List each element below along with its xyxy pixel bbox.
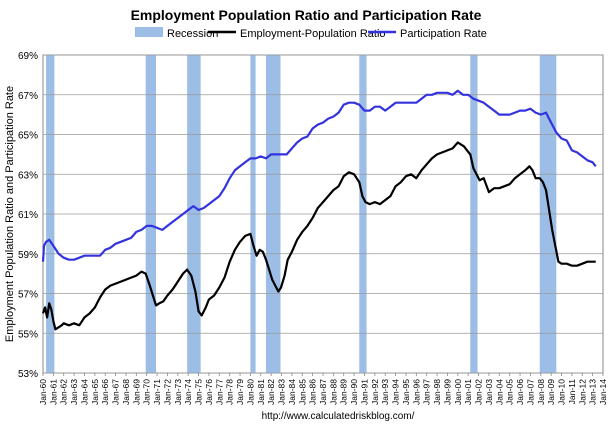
legend-recession-label: Recession [167,28,218,40]
x-tick-label: Jan-06 [515,379,525,405]
y-tick-label: 53% [18,369,38,380]
x-tick-label: Jan-94 [391,379,401,405]
x-tick-label: Jan-10 [557,379,567,405]
x-tick-label: Jan-83 [277,379,287,405]
x-tick-label: Jan-66 [100,379,110,405]
x-tick-label: Jan-78 [225,379,235,405]
x-tick-label: Jan-60 [38,379,48,405]
x-tick-label: Jan-12 [577,379,587,405]
y-tick-label: 69% [18,51,38,62]
legend-participation-label: Participation Rate [400,28,487,40]
x-tick-label: Jan-09 [546,379,556,405]
x-tick-label: Jan-81 [256,379,266,405]
x-tick-label: Jan-04 [494,379,504,405]
y-tick-label: 61% [18,210,38,221]
x-tick-label: Jan-05 [505,379,515,405]
x-tick-label: Jan-87 [318,379,328,405]
y-tick-label: 67% [18,91,38,102]
x-tick-label: Jan-90 [349,379,359,405]
x-tick-label: Jan-11 [567,379,577,405]
y-tick-label: 57% [18,290,38,301]
y-tick-labels: 53% 55% 57% 59% 61% 63% 65% 67% 69% [18,51,38,380]
x-tick-label: Jan-75 [194,379,204,405]
x-tick-label: Jan-64 [79,379,89,405]
y-tick-label: 63% [18,170,38,181]
x-tick-label: Jan-74 [183,379,193,405]
x-tick-label: Jan-82 [266,379,276,405]
x-tick-label: Jan-01 [463,379,473,405]
x-tick-label: Jan-91 [359,379,369,405]
x-tick-label: Jan-71 [152,379,162,405]
x-tick-label: Jan-93 [380,379,390,405]
series-lines [41,89,597,331]
x-tick-label: Jan-08 [536,379,546,405]
x-tick-label: Jan-84 [287,379,297,405]
x-tick-label: Jan-80 [245,379,255,405]
source-url: http://www.calculatedriskblog.com/ [262,411,415,422]
legend-epop-label: Employment-Population Ratio [240,28,386,40]
y-tick-label: 65% [18,131,38,142]
x-tick-label: Jan-69 [131,379,141,405]
x-tick-label: Jan-72 [162,379,172,405]
x-tick-label: Jan-61 [48,379,58,405]
x-tick-label: Jan-95 [401,379,411,405]
x-tick-label: Jan-99 [442,379,452,405]
x-tick-label: Jan-63 [69,379,79,405]
x-tick-label: Jan-73 [173,379,183,405]
x-tick-label: Jan-89 [339,379,349,405]
x-tick-label: Jan-77 [214,379,224,405]
x-tick-label: Jan-67 [111,379,121,405]
series-participation-rate [41,89,597,262]
chart-title: Employment Population Ratio and Particip… [131,7,482,23]
x-tick-label: Jan-62 [59,379,69,405]
x-tick-label: Jan-68 [121,379,131,405]
x-tick-label: Jan-70 [142,379,152,405]
x-tick-label: Jan-98 [432,379,442,405]
x-tick-label: Jan-79 [235,379,245,405]
x-tick-label: Jan-96 [411,379,421,405]
x-tick-label: Jan-86 [308,379,318,405]
x-tick-label: Jan-85 [297,379,307,405]
x-tick-label: Jan-07 [525,379,535,405]
y-tick-label: 59% [18,250,38,261]
x-tick-label: Jan-00 [453,379,463,405]
legend-recession-swatch [135,27,163,37]
x-tick-label: Jan-65 [90,379,100,405]
x-tick-label: Jan-92 [370,379,380,405]
series-employment-population-ratio [41,141,596,331]
x-tick-label: Jan-14 [598,379,608,405]
x-tick-label: Jan-02 [474,379,484,405]
x-tick-label: Jan-13 [588,379,598,405]
x-tick-label: Jan-88 [328,379,338,405]
x-tick-label: Jan-03 [484,379,494,405]
x-tick-label: Jan-97 [422,379,432,405]
x-tick-labels: Jan-60 Jan-61 Jan-62 Jan-63 Jan-64 Jan-65 Jan-… [38,373,608,405]
x-tick-label: Jan-76 [204,379,214,405]
y-tick-label: 55% [18,329,38,340]
y-axis-label: Employment Population Ratio and Particip… [4,86,16,342]
legend: Recession Employment-Population Ratio Pa… [135,27,487,40]
